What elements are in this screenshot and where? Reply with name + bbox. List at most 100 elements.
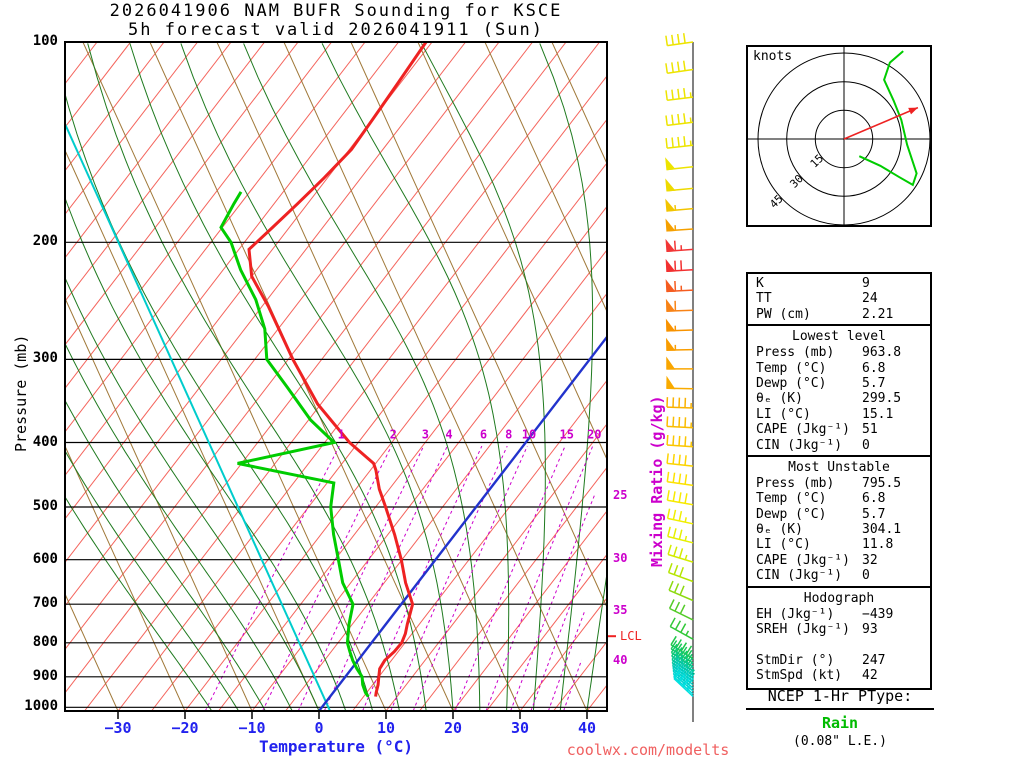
table-row-label: CAPE (Jkg⁻¹) bbox=[756, 552, 850, 568]
table-row: SREH (Jkg⁻¹) 93 bbox=[748, 622, 930, 637]
table-row-label: StmDir (°) bbox=[756, 652, 835, 668]
table-row-label: TT bbox=[756, 291, 772, 307]
table-row-value: 795.5 bbox=[862, 475, 902, 491]
wind-barb bbox=[665, 157, 694, 171]
wind-barb bbox=[668, 599, 694, 621]
hodograph-ring-label: 45 bbox=[767, 192, 786, 211]
plot-border bbox=[64, 41, 608, 712]
ptype-value: Rain bbox=[821, 714, 859, 732]
wind-barb bbox=[665, 33, 694, 47]
wind-barb bbox=[668, 580, 694, 602]
wind-barb bbox=[666, 434, 694, 448]
ptype-title: NCEP 1-Hr PType: bbox=[746, 687, 934, 710]
table-row-label: Press (mb) bbox=[756, 475, 835, 491]
zero-isotherm-line bbox=[318, 334, 607, 711]
wind-barb bbox=[666, 471, 694, 487]
temperature-tick-label: 10 bbox=[376, 719, 396, 737]
table-row-value: −439 bbox=[862, 606, 894, 622]
wind-barb bbox=[665, 238, 694, 253]
table-row-label: CIN (Jkg⁻¹) bbox=[756, 568, 843, 584]
indices-table: K 9 TT 24 PW (cm) 2.21 Lowest level Press (mb) 9… bbox=[746, 272, 932, 690]
table-row: CAPE (Jkg⁻¹) 32 bbox=[748, 553, 930, 568]
wind-barb bbox=[667, 562, 694, 583]
mixing-ratio-tick: 3 bbox=[422, 428, 429, 442]
temperature-trace bbox=[247, 42, 428, 697]
table-row-label bbox=[756, 637, 862, 652]
wind-barb bbox=[665, 298, 694, 312]
table-row: Temp (°C) 6.8 bbox=[748, 361, 930, 376]
table-row-value: 304.1 bbox=[862, 522, 902, 538]
wind-barb bbox=[666, 453, 694, 467]
table-row: CIN (Jkg⁻¹) 0 bbox=[748, 568, 930, 583]
wind-barb bbox=[673, 668, 694, 695]
table-row-label: CAPE (Jkg⁻¹) bbox=[756, 422, 850, 438]
table-row-value: 51 bbox=[862, 422, 878, 438]
table-row-value: 24 bbox=[862, 291, 878, 307]
wind-barb bbox=[665, 318, 694, 332]
table-row-label: Temp (°C) bbox=[756, 360, 827, 376]
mixing-ratio-tick: 20 bbox=[587, 428, 601, 442]
table-row: θₑ (K) 304.1 bbox=[748, 522, 930, 537]
table-row: θₑ (K) 299.5 bbox=[748, 391, 930, 406]
table-row: Temp (°C) 6.8 bbox=[748, 491, 930, 506]
table-row-value: 9 bbox=[862, 276, 870, 291]
table-row: StmSpd (kt) 42 bbox=[748, 668, 930, 683]
table-row-label: θₑ (K) bbox=[756, 522, 803, 538]
table-row-label: K bbox=[756, 276, 764, 291]
mixing-ratio-tick: 25 bbox=[613, 488, 627, 502]
table-row-value: 5.7 bbox=[862, 506, 886, 522]
table-row: CIN (Jkg⁻¹) 0 bbox=[748, 438, 930, 453]
wind-barb bbox=[665, 279, 694, 293]
chart-subtitle: 5h forecast valid 2026041911 (Sun) bbox=[128, 20, 544, 40]
table-row: CAPE (Jkg⁻¹) 51 bbox=[748, 422, 930, 437]
wind-barb bbox=[666, 508, 694, 525]
mixing-ratio-tick: 10 bbox=[522, 428, 536, 442]
watermark-text: coolwx.com/modelts bbox=[566, 741, 730, 759]
table-row: Dewp (°C) 5.7 bbox=[748, 376, 930, 391]
wind-barb bbox=[666, 397, 694, 409]
mixing-ratio-axis-label: Mixing Ratio (g/kg) bbox=[648, 395, 666, 567]
storm-motion-arrow bbox=[908, 107, 918, 115]
temperature-tick-label: 40 bbox=[577, 719, 597, 737]
ptype-note: (0.08" L.E.) bbox=[793, 734, 887, 749]
pressure-tick-label: 600 bbox=[32, 550, 58, 567]
temperature-tick-label: 30 bbox=[510, 719, 530, 737]
table-row: Press (mb) 795.5 bbox=[748, 476, 930, 491]
table-row-label: PW (cm) bbox=[756, 306, 811, 322]
table-row: Dewp (°C) 5.7 bbox=[748, 507, 930, 522]
table-row-value: 11.8 bbox=[862, 537, 894, 553]
wind-barb bbox=[665, 136, 694, 149]
hodograph-ring-label: 15 bbox=[808, 152, 827, 171]
hodograph-panel: 15 30 45 knots bbox=[746, 45, 932, 227]
table-row-value: 6.8 bbox=[862, 491, 886, 507]
mixing-ratio-tick: 6 bbox=[480, 428, 487, 442]
wind-barb bbox=[669, 617, 694, 640]
table-row-label: SREH (Jkg⁻¹) bbox=[756, 622, 850, 638]
table-row: EH (Jkg⁻¹) −439 bbox=[748, 607, 930, 622]
pressure-tick-label: 300 bbox=[32, 350, 58, 367]
temperature-axis-label: Temperature (°C) bbox=[258, 737, 414, 756]
lcl-marker-label: LCL bbox=[620, 629, 642, 643]
skewt-diagram: 1 2 3 4 6 8 10 15 20 25 30 35 40 LCL bbox=[64, 41, 642, 719]
skewt-field bbox=[65, 42, 607, 711]
table-row-value: 42 bbox=[862, 668, 878, 684]
hodograph-units-label: knots bbox=[753, 49, 793, 64]
pressure-axis-label: Pressure (mb) bbox=[12, 334, 30, 452]
table-row-label: Dewp (°C) bbox=[756, 375, 827, 391]
table-row-label: θₑ (K) bbox=[756, 391, 803, 407]
pressure-tick-label: 400 bbox=[32, 433, 58, 450]
table-row-value: 0 bbox=[862, 437, 870, 453]
wind-barb bbox=[665, 178, 694, 192]
temperature-tick-label: −10 bbox=[238, 719, 266, 737]
wind-barb bbox=[665, 198, 694, 212]
temperature-tick-label: 20 bbox=[443, 719, 463, 737]
mixing-ratio-tick: 4 bbox=[445, 428, 452, 442]
table-row-label: LI (°C) bbox=[756, 537, 811, 553]
dewpoint-trace bbox=[219, 191, 370, 698]
table-section-header: Most Unstable bbox=[748, 454, 930, 476]
wind-barb bbox=[667, 544, 694, 563]
table-row: StmDir (°) 247 bbox=[748, 653, 930, 668]
table-row-value: 32 bbox=[862, 552, 878, 568]
